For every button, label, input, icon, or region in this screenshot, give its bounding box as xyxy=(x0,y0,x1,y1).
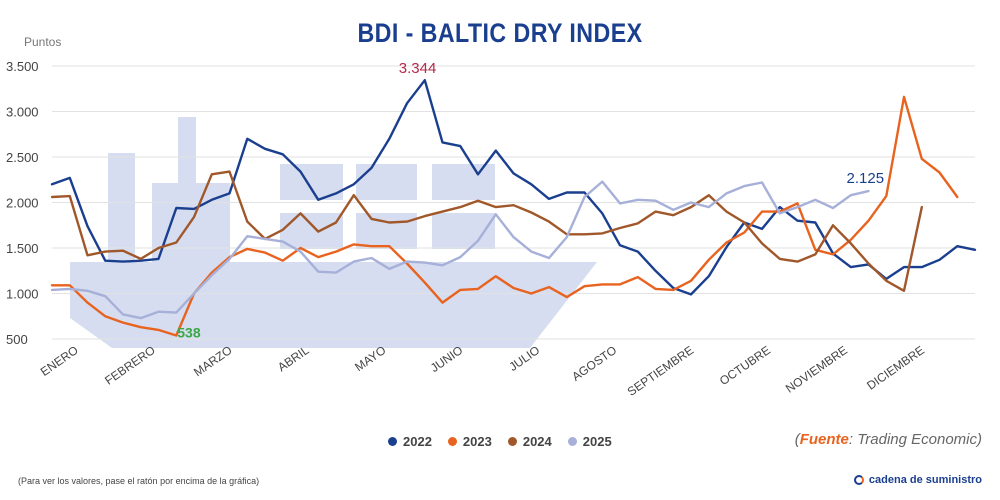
y-axis-label: Puntos xyxy=(24,35,62,49)
x-tick-label: ENERO xyxy=(38,343,81,379)
annotation-label: 3.344 xyxy=(399,60,437,77)
source-note: (Fuente: Trading Economic) xyxy=(795,431,982,448)
series-line-2024 xyxy=(50,170,923,292)
brand-logo[interactable]: cadena de suministro xyxy=(853,474,982,486)
x-tick-label: NOVIEMBRE xyxy=(783,343,850,396)
chart-title: BDI - BALTIC DRY INDEX xyxy=(357,18,643,48)
legend-item-2024[interactable]: 2024 xyxy=(507,434,552,449)
x-tick-label: FEBRERO xyxy=(102,343,158,388)
ship-silhouette-icon xyxy=(70,117,597,348)
x-tick-label: OCTUBRE xyxy=(717,343,773,388)
brand-icon xyxy=(853,475,864,485)
x-tick-label: SEPTIEMBRE xyxy=(625,343,696,399)
legend-marker-icon xyxy=(567,437,577,446)
source-text: : Trading Economic) xyxy=(848,431,982,448)
legend-marker-icon xyxy=(507,437,517,446)
x-tick-label: AGOSTO xyxy=(569,343,619,384)
annotation-label: 538 xyxy=(177,325,201,341)
x-tick-label: MARZO xyxy=(191,343,235,379)
y-tick-label: 2.000 xyxy=(6,196,39,211)
annotation-label: 2.125 xyxy=(847,170,885,187)
legend-item-2023[interactable]: 2023 xyxy=(447,434,492,449)
legend-label: 2024 xyxy=(522,434,552,449)
series-line-2022 xyxy=(50,78,977,296)
legend: 2022 2023 2024 2025 xyxy=(388,434,612,449)
y-tick-label: 2.500 xyxy=(6,150,39,165)
series-line-2025 xyxy=(50,180,870,320)
y-tick-label: 500 xyxy=(6,332,28,347)
y-tick-label: 1.500 xyxy=(6,241,39,256)
footnote: (Para ver los valores, pase el ratón por… xyxy=(18,476,260,486)
legend-label: 2025 xyxy=(582,434,612,449)
legend-marker-icon xyxy=(388,437,397,446)
legend-item-2022[interactable]: 2022 xyxy=(388,434,432,449)
y-tick-label: 3.000 xyxy=(6,105,39,120)
legend-marker-icon xyxy=(447,437,457,446)
y-tick-label: 3.500 xyxy=(6,59,39,74)
y-tick-label: 1.000 xyxy=(6,287,39,302)
legend-label: 2023 xyxy=(462,434,492,449)
brand-text: cadena de suministro xyxy=(868,474,982,486)
legend-item-2025[interactable]: 2025 xyxy=(567,434,612,449)
legend-label: 2022 xyxy=(403,434,432,449)
x-tick-label: DICIEMBRE xyxy=(864,343,927,393)
source-open: ( xyxy=(794,431,800,448)
source-label: Fuente xyxy=(799,431,849,448)
